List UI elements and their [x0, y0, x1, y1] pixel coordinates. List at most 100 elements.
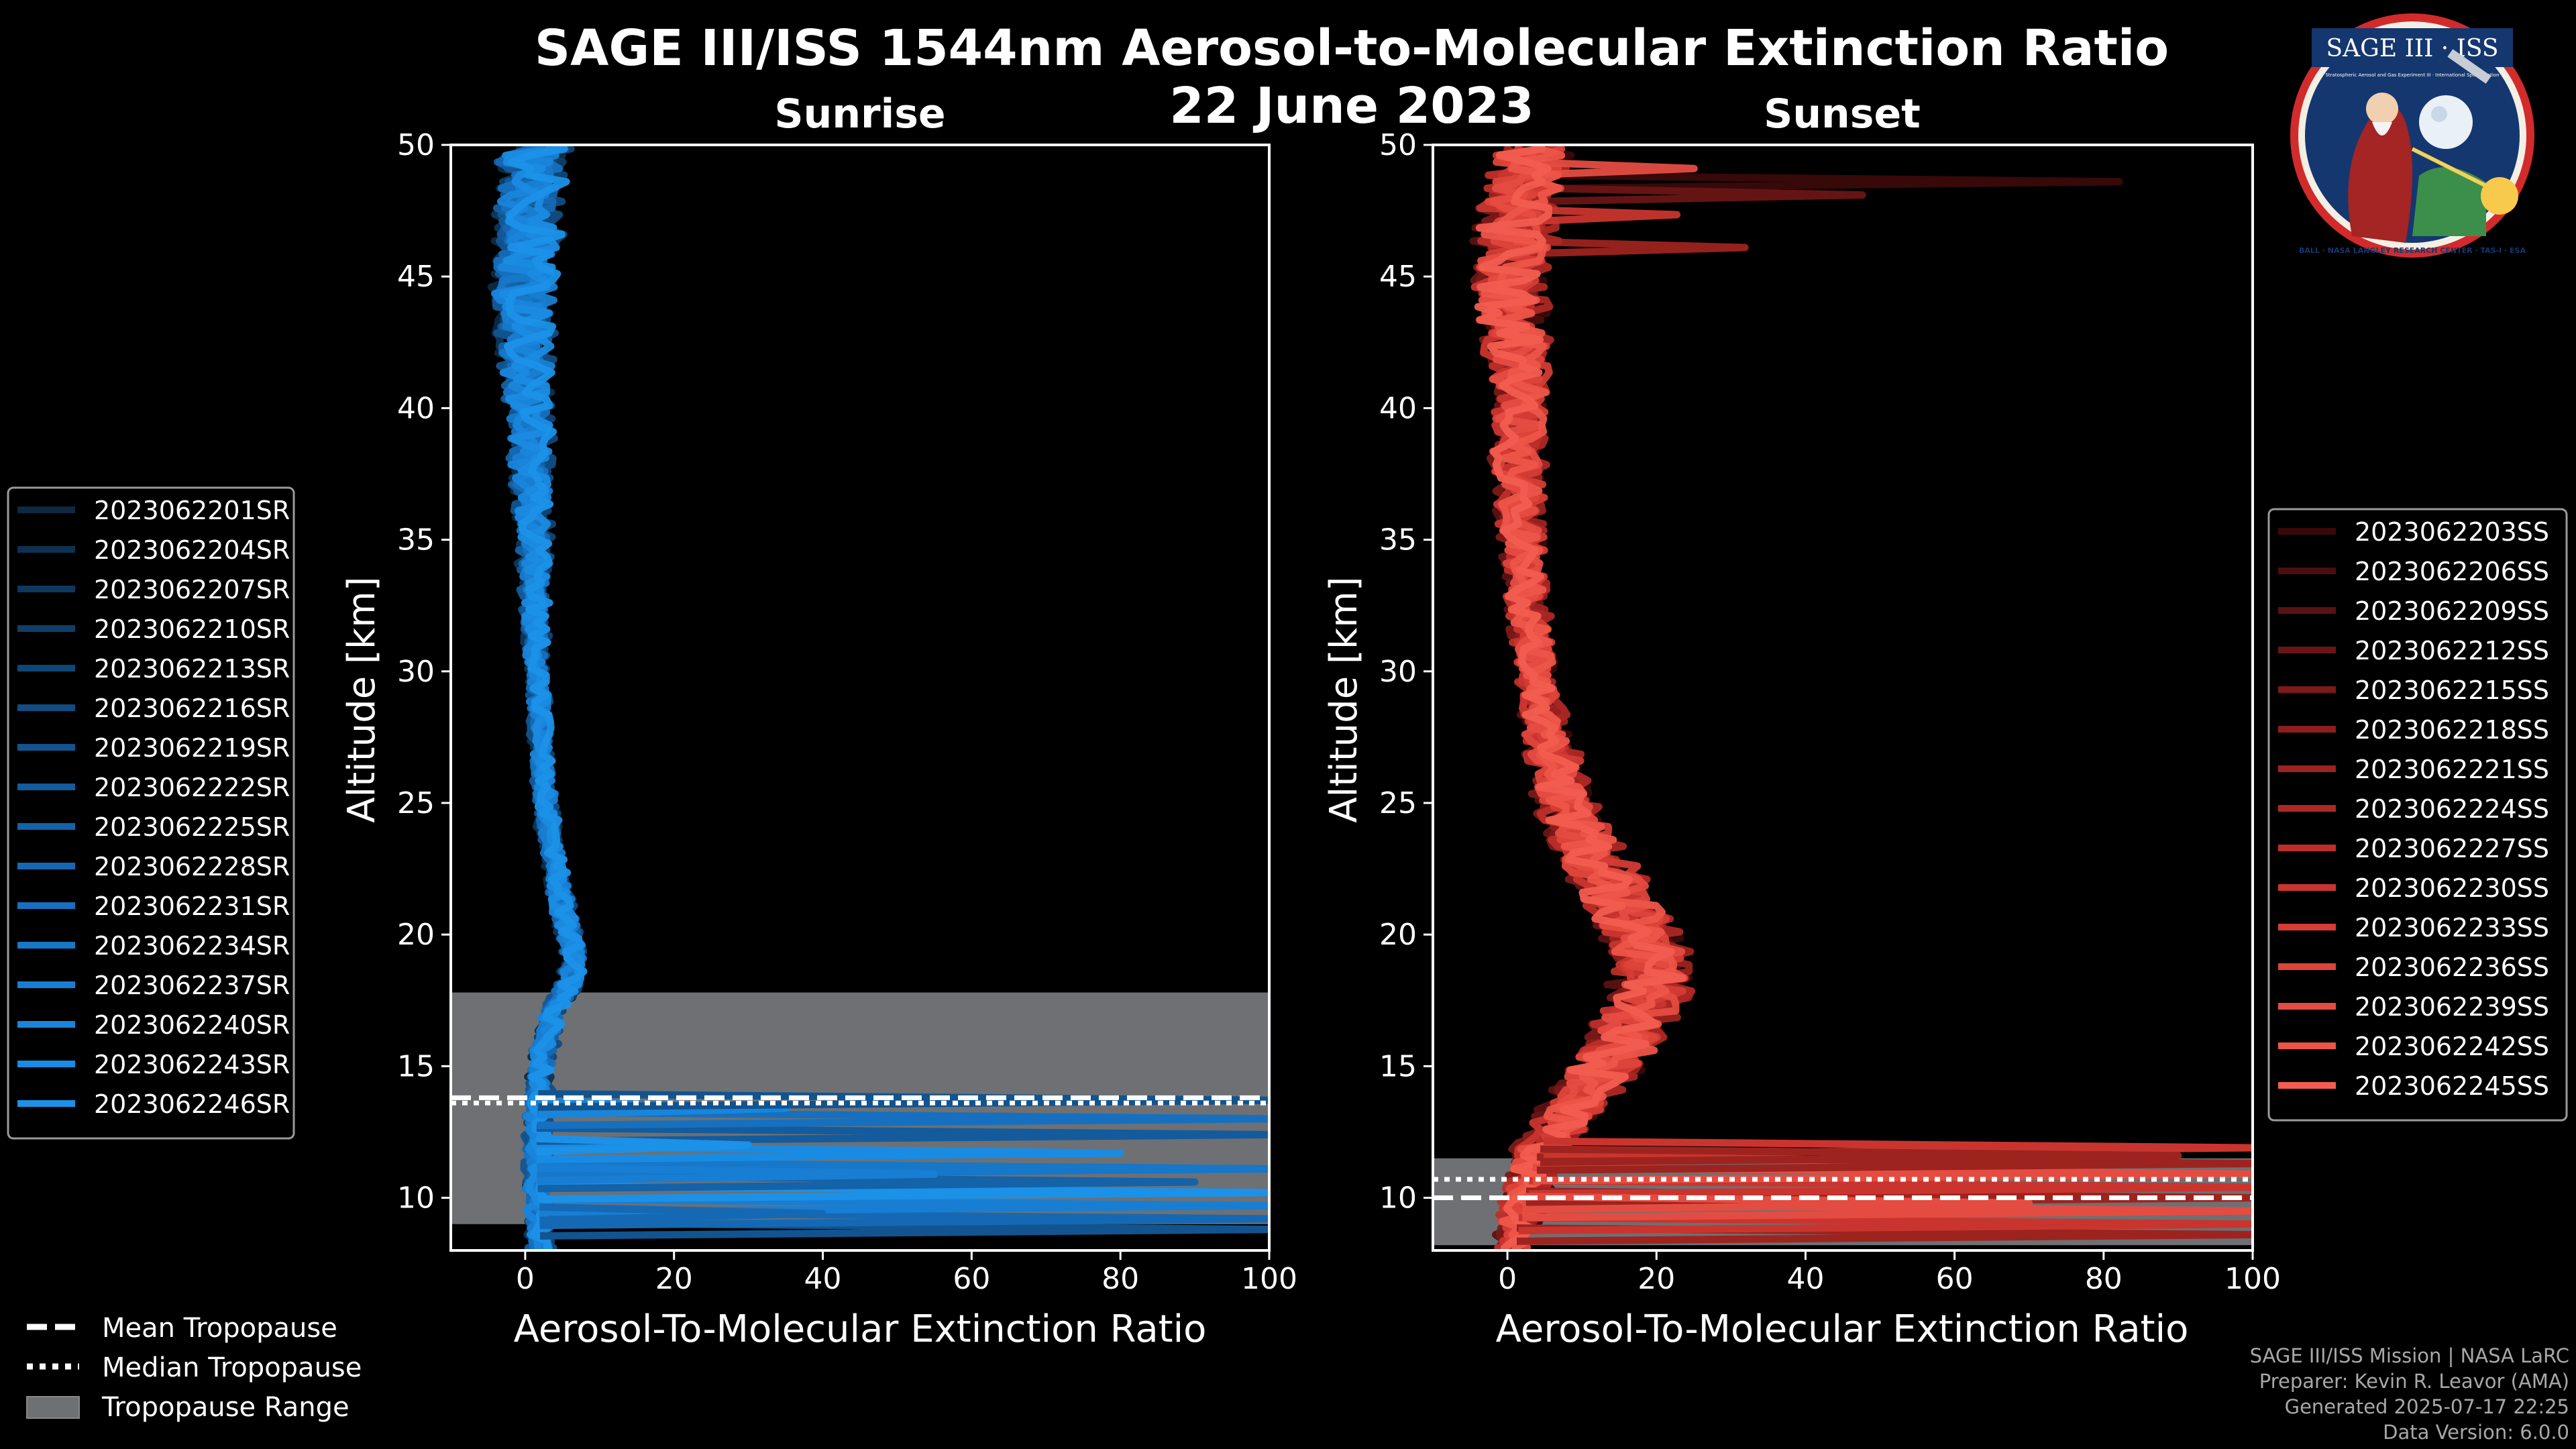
sunrise-profile-spike	[536, 1124, 1269, 1145]
sunset-xtick-label: 40	[1786, 1262, 1824, 1296]
sunrise-profile-spike	[539, 1203, 826, 1224]
median-tropopause-label: Median Tropopause	[102, 1352, 362, 1383]
sunrise-ytick-label: 50	[397, 128, 435, 162]
sunset-panel-title: Sunset	[1764, 91, 1921, 138]
sunset-xtick-label: 60	[1936, 1262, 1974, 1296]
sunrise-legend-entry: 2023062225SR	[94, 812, 290, 842]
sunset-legend-entry: 2023062215SS	[2355, 676, 2549, 705]
sunrise-xtick-label: 40	[804, 1262, 842, 1296]
sunrise-legend-entry: 2023062216SR	[94, 694, 290, 723]
sunset-ytick-label: 25	[1379, 786, 1417, 820]
sunrise-profile-spike	[537, 1108, 1269, 1130]
sunset-legend-entry: 2023062230SS	[2355, 873, 2549, 903]
sunrise-ytick-label: 20	[397, 918, 435, 952]
sunset-xtick-label: 100	[2224, 1262, 2281, 1296]
sunrise-profile-spike	[537, 1163, 938, 1185]
sunset-ytick-label: 50	[1379, 128, 1417, 162]
mean-tropopause-label: Mean Tropopause	[102, 1313, 337, 1344]
sunset-legend-entry: 2023062224SS	[2355, 794, 2549, 824]
sunrise-legend-entry: 2023062207SR	[94, 575, 290, 604]
sunrise-plot-area	[451, 145, 1269, 1250]
sunset-legend-entry: 2023062239SS	[2355, 992, 2549, 1022]
sunset-profile-spike	[1518, 1214, 2253, 1235]
sunset-panel: Sunset 0 20 40 60 80 100 10 15 20 25 30 35 40 45 50 Ae…	[1322, 91, 2281, 1351]
credit-data-version: Data Version: 6.0.0	[2383, 1421, 2569, 1444]
sunset-xlabel: Aerosol-To-Molecular Extinction Ratio	[1496, 1307, 2189, 1351]
figure-title: SAGE III/ISS 1544nm Aerosol-to-Molecular…	[535, 19, 2169, 77]
sunset-legend-entry: 2023062245SS	[2355, 1071, 2549, 1101]
sunset-legend-entry: 2023062221SS	[2355, 755, 2549, 784]
credit-preparer: Preparer: Kevin R. Leavor (AMA)	[2259, 1370, 2569, 1393]
sunset-legend-entry: 2023062233SS	[2355, 913, 2549, 943]
sunset-ytick-label: 10	[1379, 1181, 1417, 1216]
sunrise-legend-entry: 2023062213SR	[94, 654, 290, 684]
sunset-legend-entry: 2023062203SS	[2355, 517, 2549, 547]
sunrise-legend: 2023062201SR 2023062204SR 2023062207SR 2023…	[7, 486, 295, 1140]
sunset-legend-entry: 2023062236SS	[2355, 953, 2549, 982]
sunset-ytick-label: 35	[1379, 523, 1417, 557]
sunrise-legend-entry: 2023062231SR	[94, 892, 290, 921]
sunrise-xlabel: Aerosol-To-Molecular Extinction Ratio	[514, 1307, 1207, 1351]
sunrise-legend-entry: 2023062201SR	[94, 496, 290, 525]
sunrise-axes-frame	[449, 144, 1271, 1252]
sunrise-ytick-label: 15	[397, 1049, 435, 1083]
sunset-axes-frame	[1432, 144, 2254, 1252]
sunset-ytick-label: 45	[1379, 260, 1417, 294]
sunrise-profile-2023062246SR	[504, 145, 588, 1250]
sunrise-panel: Sunrise 0 20 40 60 80 100 10 15 20 25 30 35 40 45 50 A…	[340, 91, 1297, 1351]
sunrise-legend-entry: 2023062237SR	[94, 971, 290, 1000]
sunrise-legend-entry: 2023062222SR	[94, 773, 290, 802]
sunset-xtick-label: 80	[2085, 1262, 2123, 1296]
sunset-legend-entry: 2023062218SS	[2355, 715, 2549, 745]
sunrise-xtick-label: 80	[1102, 1262, 1139, 1296]
sunset-legend-entry: 2023062227SS	[2355, 834, 2549, 863]
sunset-legend-entry: 2023062242SS	[2355, 1032, 2549, 1061]
sunset-legend-entry: 2023062206SS	[2355, 557, 2549, 586]
sunset-profile-spike	[1540, 1145, 2182, 1167]
sunrise-ytick-label: 30	[397, 655, 435, 689]
sunset-ytick-label: 30	[1379, 655, 1417, 689]
sunset-ticks: 0 20 40 60 80 100 10 15 20 25 30 35 40 45 50	[1379, 128, 2281, 1296]
sunrise-ytick-label: 35	[397, 523, 435, 557]
sunset-ytick-label: 40	[1379, 391, 1417, 425]
logo-small-text: Stratospheric Aerosol and Gas Experiment…	[2325, 72, 2499, 78]
credit-mission: SAGE III/ISS Mission | NASA LaRC	[2249, 1344, 2569, 1367]
figure-date: 22 June 2023	[1169, 77, 1534, 135]
tropopause-range-label: Tropopause Range	[101, 1392, 350, 1423]
sunset-legend: 2023062203SS 2023062206SS 2023062209SS 2023…	[2267, 508, 2568, 1122]
logo-ring-text: BALL · NASA LANGLEY RESEARCH CENTER · TA…	[2299, 246, 2526, 255]
sunrise-ytick-label: 10	[397, 1181, 435, 1216]
sunrise-legend-entry: 2023062219SR	[94, 733, 290, 763]
sunrise-legend-entry: 2023062234SR	[94, 931, 290, 961]
sunrise-ylabel: Altitude [km]	[340, 576, 384, 822]
sunrise-xtick-label: 60	[953, 1262, 990, 1296]
tropopause-legend: Mean Tropopause Median Tropopause Tropop…	[26, 1313, 362, 1423]
sunrise-xtick-label: 0	[516, 1262, 535, 1296]
sunset-ytick-label: 15	[1379, 1049, 1417, 1083]
sunset-legend-frame	[2267, 508, 2568, 1122]
sunrise-legend-entry: 2023062210SR	[94, 614, 290, 644]
sage-iss-mission-logo: SAGE III · ISS Stratospheric Aerosol and…	[2290, 13, 2534, 258]
sunrise-panel-title: Sunrise	[774, 91, 945, 138]
sunrise-ytick-label: 25	[397, 786, 435, 820]
sunrise-ytick-label: 40	[397, 391, 435, 425]
sunset-plot-area	[1433, 145, 2253, 1250]
sunset-profile-spike	[1529, 1177, 2253, 1198]
sunrise-ytick-label: 45	[397, 260, 435, 294]
logo-top-text: SAGE III · ISS	[2326, 35, 2498, 62]
sunrise-legend-entry: 2023062228SR	[94, 852, 290, 881]
sunrise-legend-entry: 2023062204SR	[94, 535, 290, 565]
tropopause-range-swatch	[26, 1396, 80, 1419]
sunset-legend-entry: 2023062209SS	[2355, 596, 2549, 626]
sunrise-xtick-label: 100	[1241, 1262, 1297, 1296]
sunset-ylabel: Altitude [km]	[1322, 576, 1366, 822]
sunset-profile-2023062245SS	[1474, 145, 1686, 1250]
sunrise-ticks: 0 20 40 60 80 100 10 15 20 25 30 35 40 45 50	[397, 128, 1297, 1296]
sunset-ytick-label: 20	[1379, 918, 1417, 952]
sunrise-legend-entry: 2023062240SR	[94, 1010, 290, 1040]
sunrise-legend-frame	[7, 486, 295, 1140]
credits: SAGE III/ISS Mission | NASA LaRC Prepare…	[2250, 1343, 2569, 1445]
sunrise-legend-entry: 2023062243SR	[94, 1050, 290, 1079]
sunrise-profile-spike	[536, 1134, 753, 1156]
